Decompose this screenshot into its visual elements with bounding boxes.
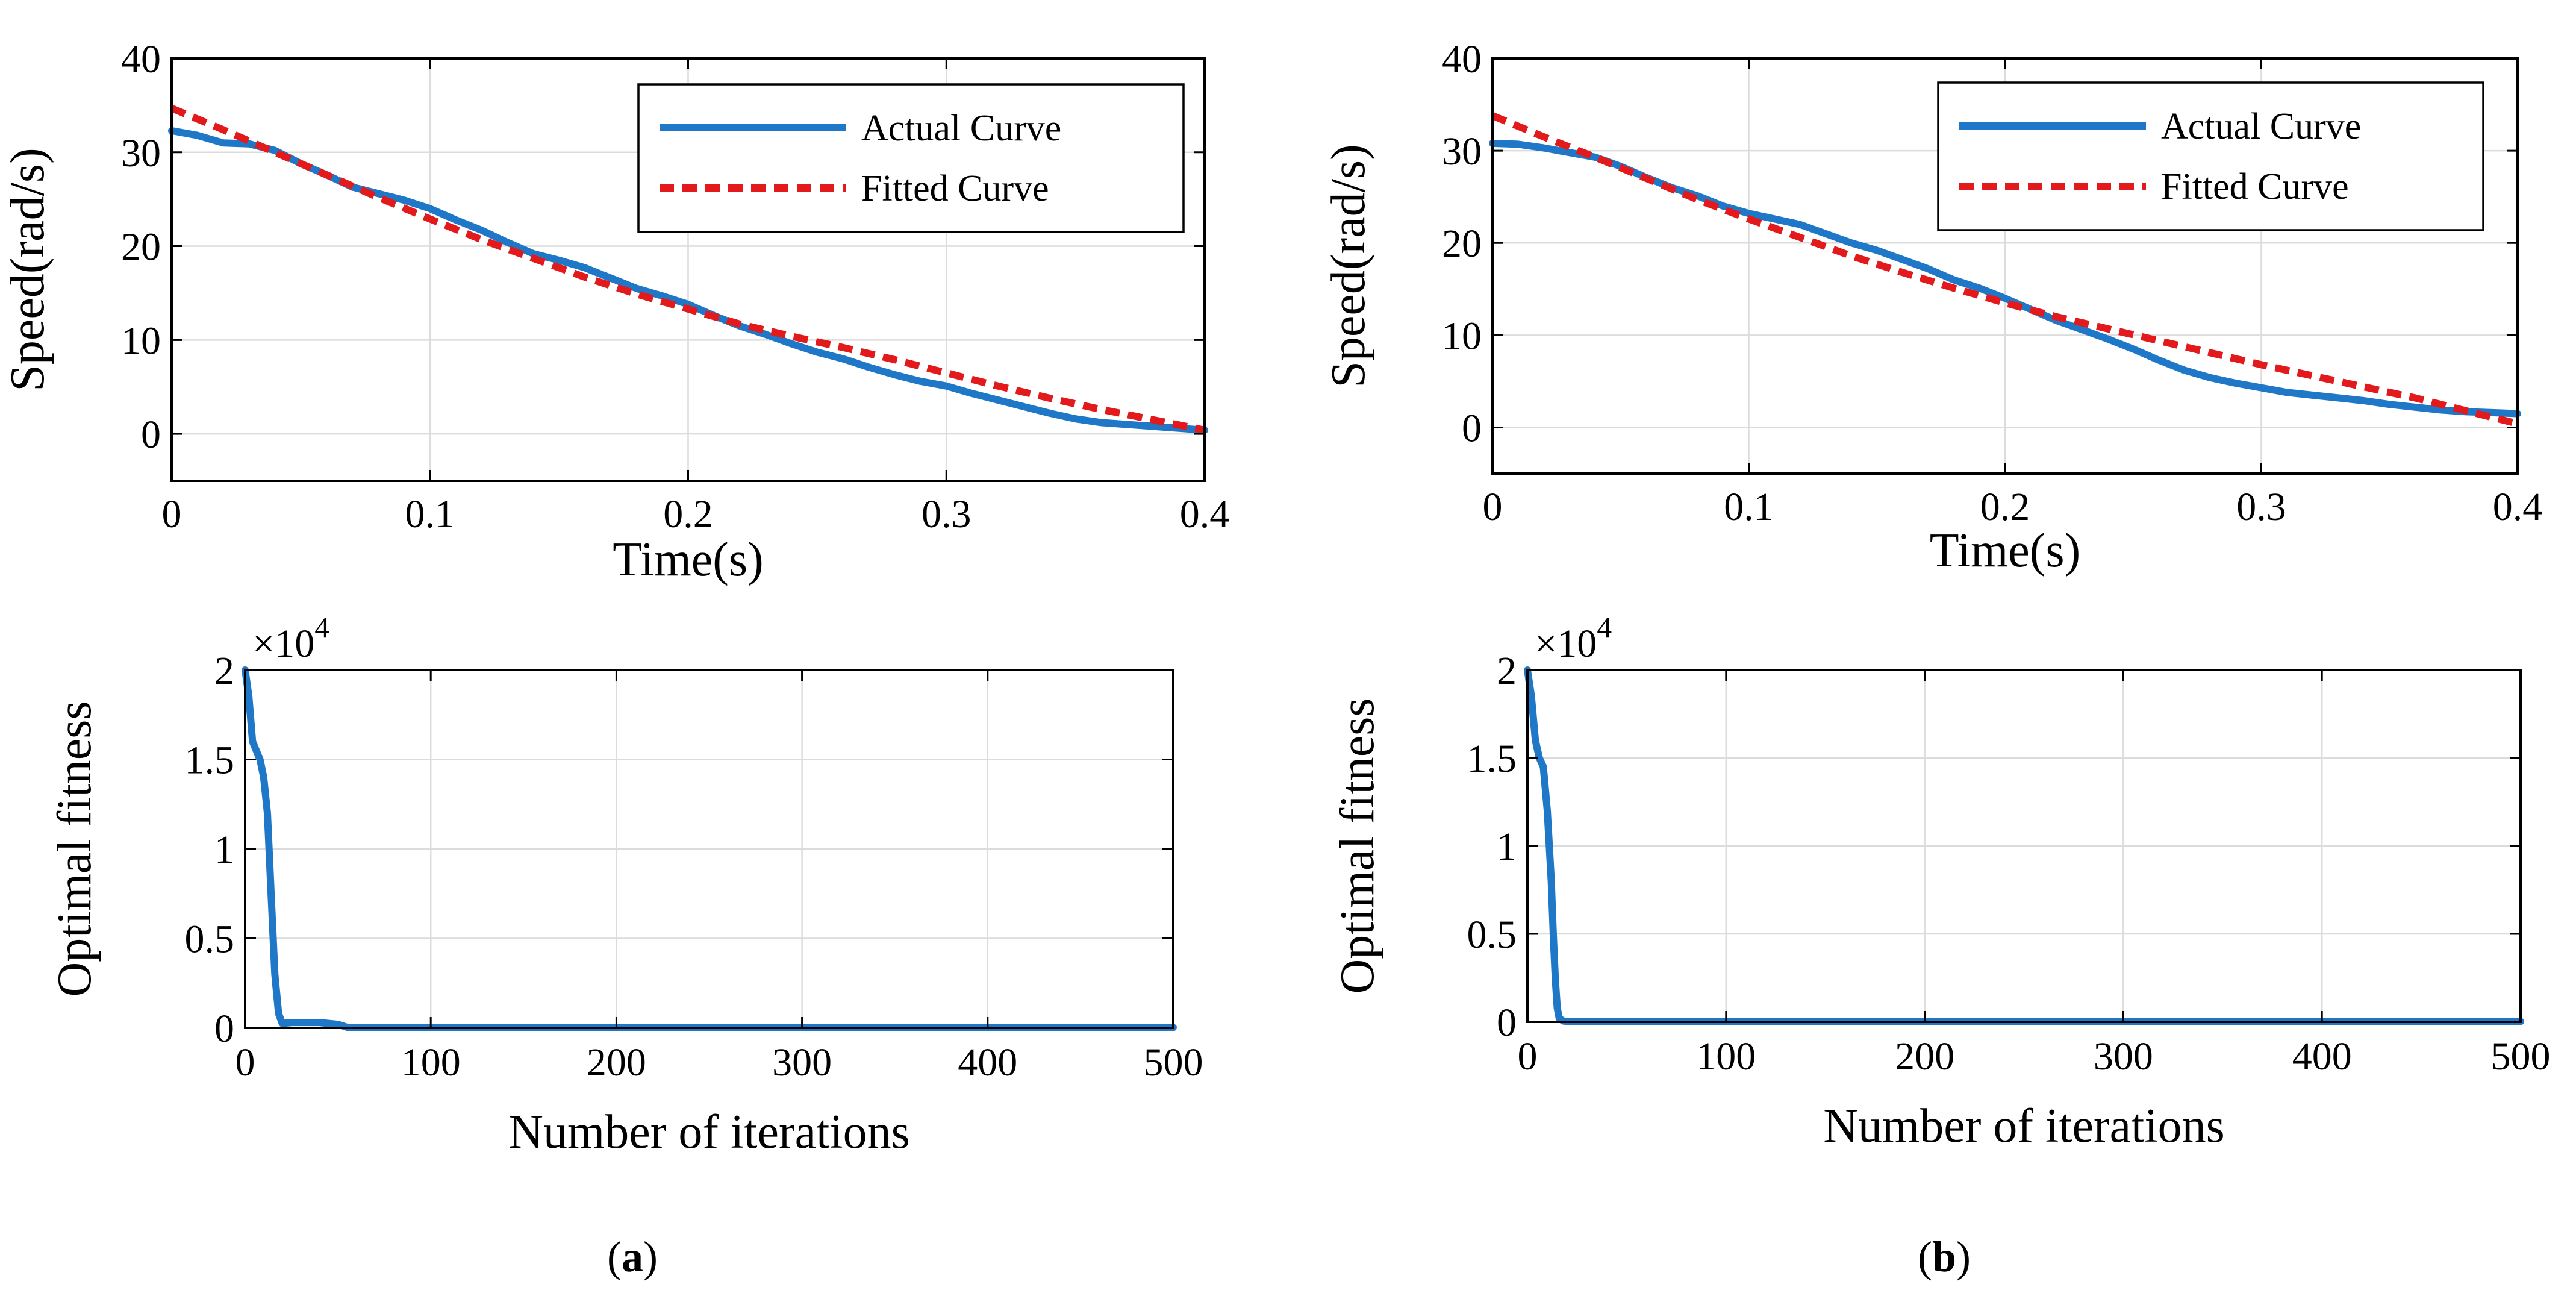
y-tick-label: 2 xyxy=(1497,649,1517,693)
x-tick-label: 0 xyxy=(1483,485,1503,529)
y-tick-label: 1 xyxy=(214,828,234,872)
chart-b-speed: 0 0.1 0.2 0.3 0.4 0 10 20 30 40 Time(s) Speed(rad/s… xyxy=(1322,37,2542,577)
series-line-fitted-curve xyxy=(1491,112,2519,428)
legend-box xyxy=(637,83,1185,233)
legend-box xyxy=(1937,81,2484,231)
exponent-base: ×10 xyxy=(1535,622,1597,666)
y-axis-label: Speed(rad/s) xyxy=(1322,144,1375,387)
y-tick-label: 30 xyxy=(121,131,161,175)
x-axis-label: Time(s) xyxy=(613,533,763,586)
y-tick-label: 30 xyxy=(1442,130,1482,174)
x-tick-label: 100 xyxy=(1696,1035,1756,1078)
x-tick-label: 0 xyxy=(1518,1035,1538,1078)
exponent-power: 4 xyxy=(1597,610,1612,644)
x-tick-label: 300 xyxy=(2094,1035,2153,1078)
y-axis-label: Speed(rad/s) xyxy=(1,148,54,391)
y-tick-label: 1.5 xyxy=(185,739,235,783)
x-tick-label: 400 xyxy=(2292,1035,2352,1078)
y-tick-label: 2 xyxy=(214,649,234,693)
panel-a: 0 0.1 0.2 0.3 0.4010203040Time(s)Speed(rad/s… xyxy=(1,37,1229,1159)
y-tick-label: 10 xyxy=(1442,314,1482,358)
x-tick-label: 0.4 xyxy=(1180,492,1230,536)
x-tick-label: 0.2 xyxy=(663,492,713,536)
x-tick-label: 0.1 xyxy=(405,492,455,536)
exponent-base: ×10 xyxy=(252,622,314,666)
x-tick-label: 0 xyxy=(162,492,182,536)
y-tick-label: 0 xyxy=(1462,406,1482,450)
y-tick-label: 40 xyxy=(121,37,161,81)
caption-a-letter: a xyxy=(622,1233,643,1281)
legend-label-fitted-curve: Fitted Curve xyxy=(2161,166,2349,207)
series-line-fitted-curve xyxy=(170,105,1206,434)
y-tick-label: 0.5 xyxy=(185,918,235,962)
legend-label-actual-curve: Actual Curve xyxy=(861,108,1061,149)
x-tick-label: 0.2 xyxy=(1980,485,2030,529)
y-exponent-label: ×104 xyxy=(252,610,329,666)
y-axis-label: Optimal fitness xyxy=(48,701,101,997)
y-tick-label: 10 xyxy=(121,319,161,363)
x-tick-label: 400 xyxy=(958,1041,1017,1085)
x-axis-label: Number of iterations xyxy=(1823,1100,2224,1153)
x-tick-label: 0.3 xyxy=(922,492,971,536)
y-tick-label: 0.5 xyxy=(1467,913,1517,957)
y-tick-label: 0 xyxy=(141,413,161,457)
x-tick-label: 300 xyxy=(772,1041,832,1085)
legend-label-fitted-curve: Fitted Curve xyxy=(861,168,1049,209)
legend: Actual Curve Fitted Curve xyxy=(637,83,1185,233)
x-tick-label: 0.4 xyxy=(2493,485,2543,529)
chart-b-fitness: 0 100 200 300 400 500 0 0.5 1 1.5 2 Number of itera… xyxy=(1331,610,2551,1153)
x-axis-label: Number of iterations xyxy=(508,1106,909,1159)
x-tick-label: 500 xyxy=(2491,1035,2551,1078)
x-axis-label: Time(s) xyxy=(1930,524,2080,577)
panel-b: 0 0.1 0.2 0.3 0.4010203040Time(s)Speed(rad/s… xyxy=(1322,37,2551,1153)
y-tick-label: 1.5 xyxy=(1467,737,1517,781)
x-tick-label: 500 xyxy=(1144,1041,1203,1085)
y-tick-label: 40 xyxy=(1442,37,1482,81)
x-tick-label: 200 xyxy=(1895,1035,1954,1078)
chart-a-fitness: 0 100 200 300 400 500 0 0.5 1 1.5 2 Number of itera… xyxy=(48,610,1203,1159)
legend: Actual Curve Fitted Curve xyxy=(1937,81,2484,231)
caption-b: (b) xyxy=(1918,1233,1971,1281)
exponent-power: 4 xyxy=(314,610,329,644)
y-tick-label: 20 xyxy=(1442,222,1482,266)
x-tick-label: 0.1 xyxy=(1724,485,1774,529)
caption-a: (a) xyxy=(607,1233,658,1281)
caption-b-letter: b xyxy=(1932,1233,1956,1281)
chart-a-speed: 0 0.1 0.2 0.3 0.4 0 10 20 30 40 Time(s) Speed(rad/s… xyxy=(1,37,1229,586)
y-exponent-label: ×104 xyxy=(1535,610,1612,666)
legend-label-actual-curve: Actual Curve xyxy=(2161,106,2361,147)
y-tick-label: 0 xyxy=(1497,1001,1517,1045)
x-tick-label: 200 xyxy=(587,1041,646,1085)
x-tick-label: 100 xyxy=(401,1041,461,1085)
y-tick-label: 20 xyxy=(121,225,161,269)
x-tick-label: 0 xyxy=(235,1041,255,1085)
x-tick-label: 0.3 xyxy=(2236,485,2286,529)
y-axis-label: Optimal fitness xyxy=(1331,698,1384,994)
y-tick-label: 1 xyxy=(1497,825,1517,869)
y-tick-label: 0 xyxy=(214,1007,234,1051)
